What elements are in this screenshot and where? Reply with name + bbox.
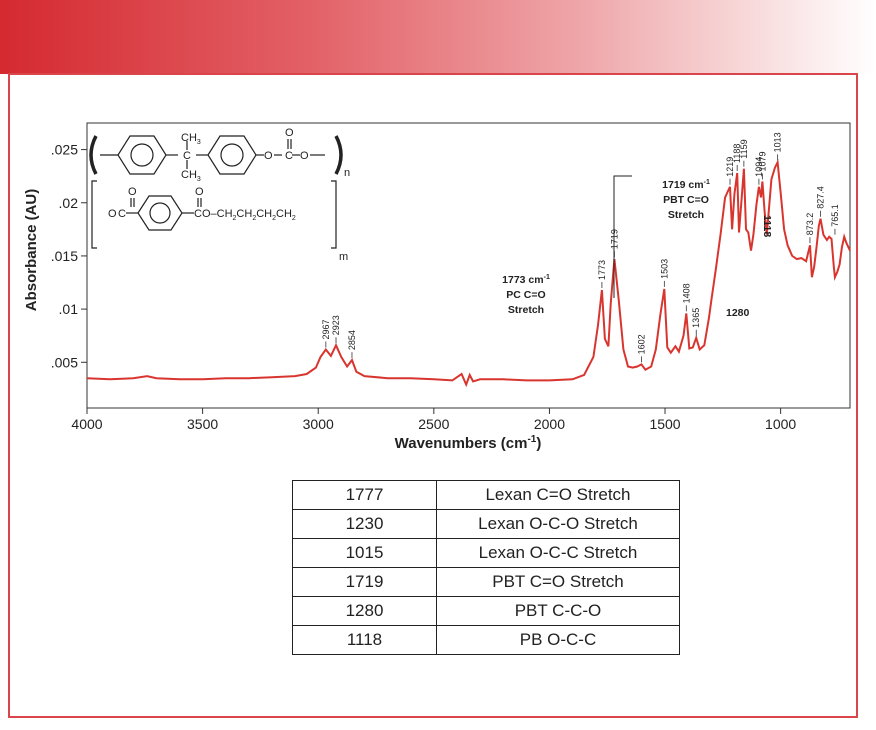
wavenumber-cell: 1719 [292,567,437,597]
assignment-cell: Lexan O-C-O Stretch [436,509,680,539]
svg-text:C: C [285,150,293,162]
peak-label: 1503 [659,259,669,279]
wavenumber-cell: 1777 [292,480,437,510]
table-row: 1230 Lexan O-C-O Stretch [292,509,680,539]
svg-text:PC C=O: PC C=O [506,289,545,301]
y-tick-label: .01 [59,301,79,317]
svg-text:C: C [118,208,126,220]
assignment-cell: Lexan C=O Stretch [436,480,680,510]
y-tick-label: .025 [51,142,78,158]
header-banner [0,0,876,74]
figure-frame [8,73,858,718]
wavenumber-cell: 1118 [292,625,437,655]
peak-label: 1365 [691,308,701,328]
y-axis-title: Absorbance (AU) [23,189,40,312]
x-tick-label: 2000 [534,416,565,432]
peak-label: 1159 [739,139,749,158]
x-tick-label: 3000 [303,416,334,432]
svg-text:Stretch: Stretch [668,209,704,221]
band-assignment-table: 1777 Lexan C=O Stretch 1230 Lexan O-C-O St… [292,480,680,655]
y-tick-label: .005 [51,354,78,370]
x-tick-label: 1500 [649,416,680,432]
table-row: 1015 Lexan O-C-C Stretch [292,538,680,568]
svg-text:O: O [300,150,309,162]
assignment-cell: Lexan O-C-C Stretch [436,538,680,568]
svg-text:C: C [183,150,191,162]
svg-text:1719 cm-1: 1719 cm-1 [662,179,710,191]
peak-label: 2854 [347,330,357,350]
assignment-cell: PB O-C-C [436,625,680,655]
structure-labels: CH3 C CH3 O O C O n O O C O CO–CH2CH2CH2… [108,127,350,263]
peak-label: 2923 [331,315,341,335]
table-row: 1777 Lexan C=O Stretch [292,480,680,510]
svg-text:O: O [264,150,273,162]
annotation-1118: 1118 [761,215,773,237]
svg-text:PBT C=O: PBT C=O [663,194,709,206]
x-tick-label: 2500 [418,416,449,432]
peak-label: 2967 [321,319,331,339]
x-tick-label: 4000 [71,416,102,432]
y-tick-label: .02 [59,195,79,211]
y-tick-label: .015 [51,248,78,264]
peak-label: 1408 [681,283,691,303]
peak-label: 873.2 [805,213,815,236]
annotation-1280: 1280 [726,307,750,319]
svg-text:n: n [344,167,350,179]
svg-text:CH3: CH3 [181,169,201,183]
annotation-pc-co-stretch: 1773 cm-1 PC C=O Stretch [502,274,550,316]
svg-text:Stretch: Stretch [508,304,544,316]
x-tick-label: 3500 [187,416,218,432]
table-row: 1280 PBT C-C-O [292,596,680,626]
peak-label: 1188 [732,144,742,163]
peak-label: 1219 [725,157,735,177]
plot-area [86,122,851,409]
svg-text:1773 cm-1: 1773 cm-1 [502,274,550,286]
peak-label: 1773 [597,260,607,280]
peak-label: 1013 [773,132,783,152]
svg-text:O: O [285,127,294,139]
svg-text:O: O [195,186,204,198]
chemical-structure [89,135,343,249]
svg-text:CH3: CH3 [181,132,201,146]
peak-label: 1602 [636,334,646,354]
axis-ticks: 4000 3500 3000 2500 2000 1500 1000 .005 .01 .015.… [51,142,797,432]
table-row: 1719 PBT C=O Stretch [292,567,680,597]
assignment-cell: PBT C=O Stretch [436,567,680,597]
wavenumber-cell: 1015 [292,538,437,568]
x-tick-label: 1000 [765,416,796,432]
svg-text:CO–CH2CH2CH2CH2: CO–CH2CH2CH2CH2 [194,208,296,222]
svg-text:O: O [128,186,137,198]
pbt-leader-line [613,175,632,298]
peak-label: 765.1 [830,204,840,227]
wavenumber-cell: 1280 [292,596,437,626]
x-axis-title: Wavenumbers (cm-1) [395,434,542,452]
spectrum-line [86,158,851,388]
peak-label: 827.4 [816,186,826,209]
svg-text:m: m [339,251,348,263]
annotation-pbt-co-stretch: 1719 cm-1 PBT C=O Stretch [662,179,710,221]
peak-label: 1079 [757,151,767,171]
peak-label: 1094 [754,157,764,177]
table-row: 1118 PB O-C-C [292,625,680,655]
svg-text:O: O [108,208,117,220]
peak-labels: 2967 292328541773171916021503140813651219… [321,132,840,363]
wavenumber-cell: 1230 [292,509,437,539]
assignment-cell: PBT C-C-O [436,596,680,626]
